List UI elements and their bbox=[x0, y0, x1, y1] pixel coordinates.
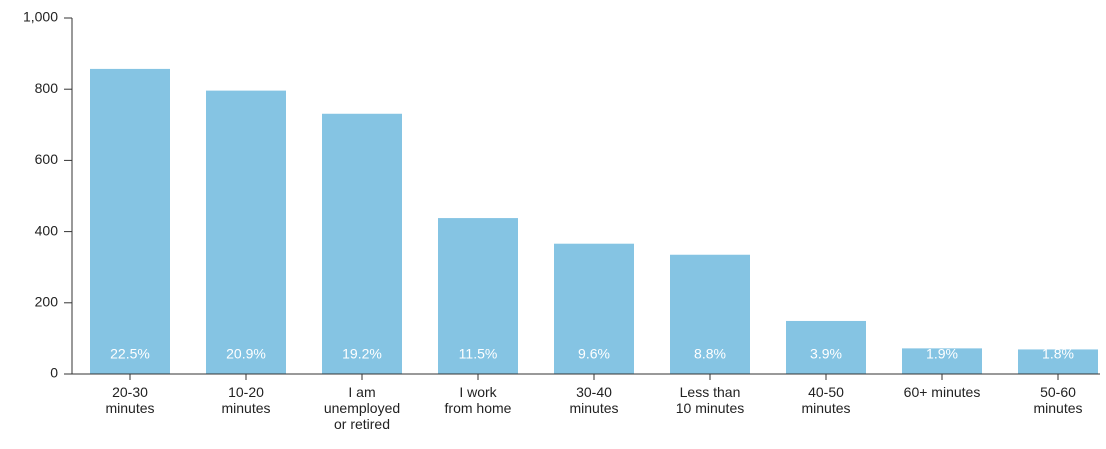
bar bbox=[206, 90, 286, 375]
y-tick-label: 200 bbox=[35, 294, 59, 310]
share-label: 3.9% bbox=[810, 346, 842, 362]
share-label: 1.8% bbox=[1042, 346, 1074, 362]
x-tick-label: 60+ minutes bbox=[903, 384, 981, 400]
y-tick-label: 400 bbox=[35, 222, 59, 238]
y-tick-label: 1,000 bbox=[23, 9, 58, 25]
x-tick-label: 40-50 minutes bbox=[801, 384, 851, 416]
share-label: 11.5% bbox=[459, 346, 498, 362]
bar bbox=[554, 243, 634, 374]
share-label: 8.8% bbox=[694, 346, 726, 362]
bar bbox=[322, 113, 402, 374]
share-label: 1.9% bbox=[926, 346, 958, 362]
y-tick-label: 800 bbox=[35, 80, 59, 96]
x-tick-label: 20-30 minutes bbox=[105, 384, 155, 416]
bar bbox=[438, 218, 518, 374]
x-tick-label: I am unemployed or retired bbox=[323, 384, 401, 432]
bar bbox=[90, 68, 170, 375]
x-tick-label: 10-20 minutes bbox=[221, 384, 271, 416]
x-tick-label: 30-40 minutes bbox=[569, 384, 619, 416]
x-tick-label: Less than 10 minutes bbox=[675, 384, 745, 416]
bar bbox=[670, 254, 750, 374]
share-label: 22.5% bbox=[110, 346, 150, 362]
x-tick-label: 50-60 minutes bbox=[1033, 384, 1083, 416]
y-tick-label: 600 bbox=[35, 151, 59, 167]
share-label: 9.6% bbox=[578, 346, 610, 362]
bar bbox=[786, 320, 866, 374]
bar bbox=[1018, 349, 1098, 374]
y-tick-label: 0 bbox=[50, 365, 58, 381]
bar bbox=[902, 348, 982, 374]
share-label: 19.2% bbox=[342, 346, 382, 362]
share-label: 20.9% bbox=[226, 346, 266, 362]
x-tick-label: I work from home bbox=[444, 384, 512, 416]
